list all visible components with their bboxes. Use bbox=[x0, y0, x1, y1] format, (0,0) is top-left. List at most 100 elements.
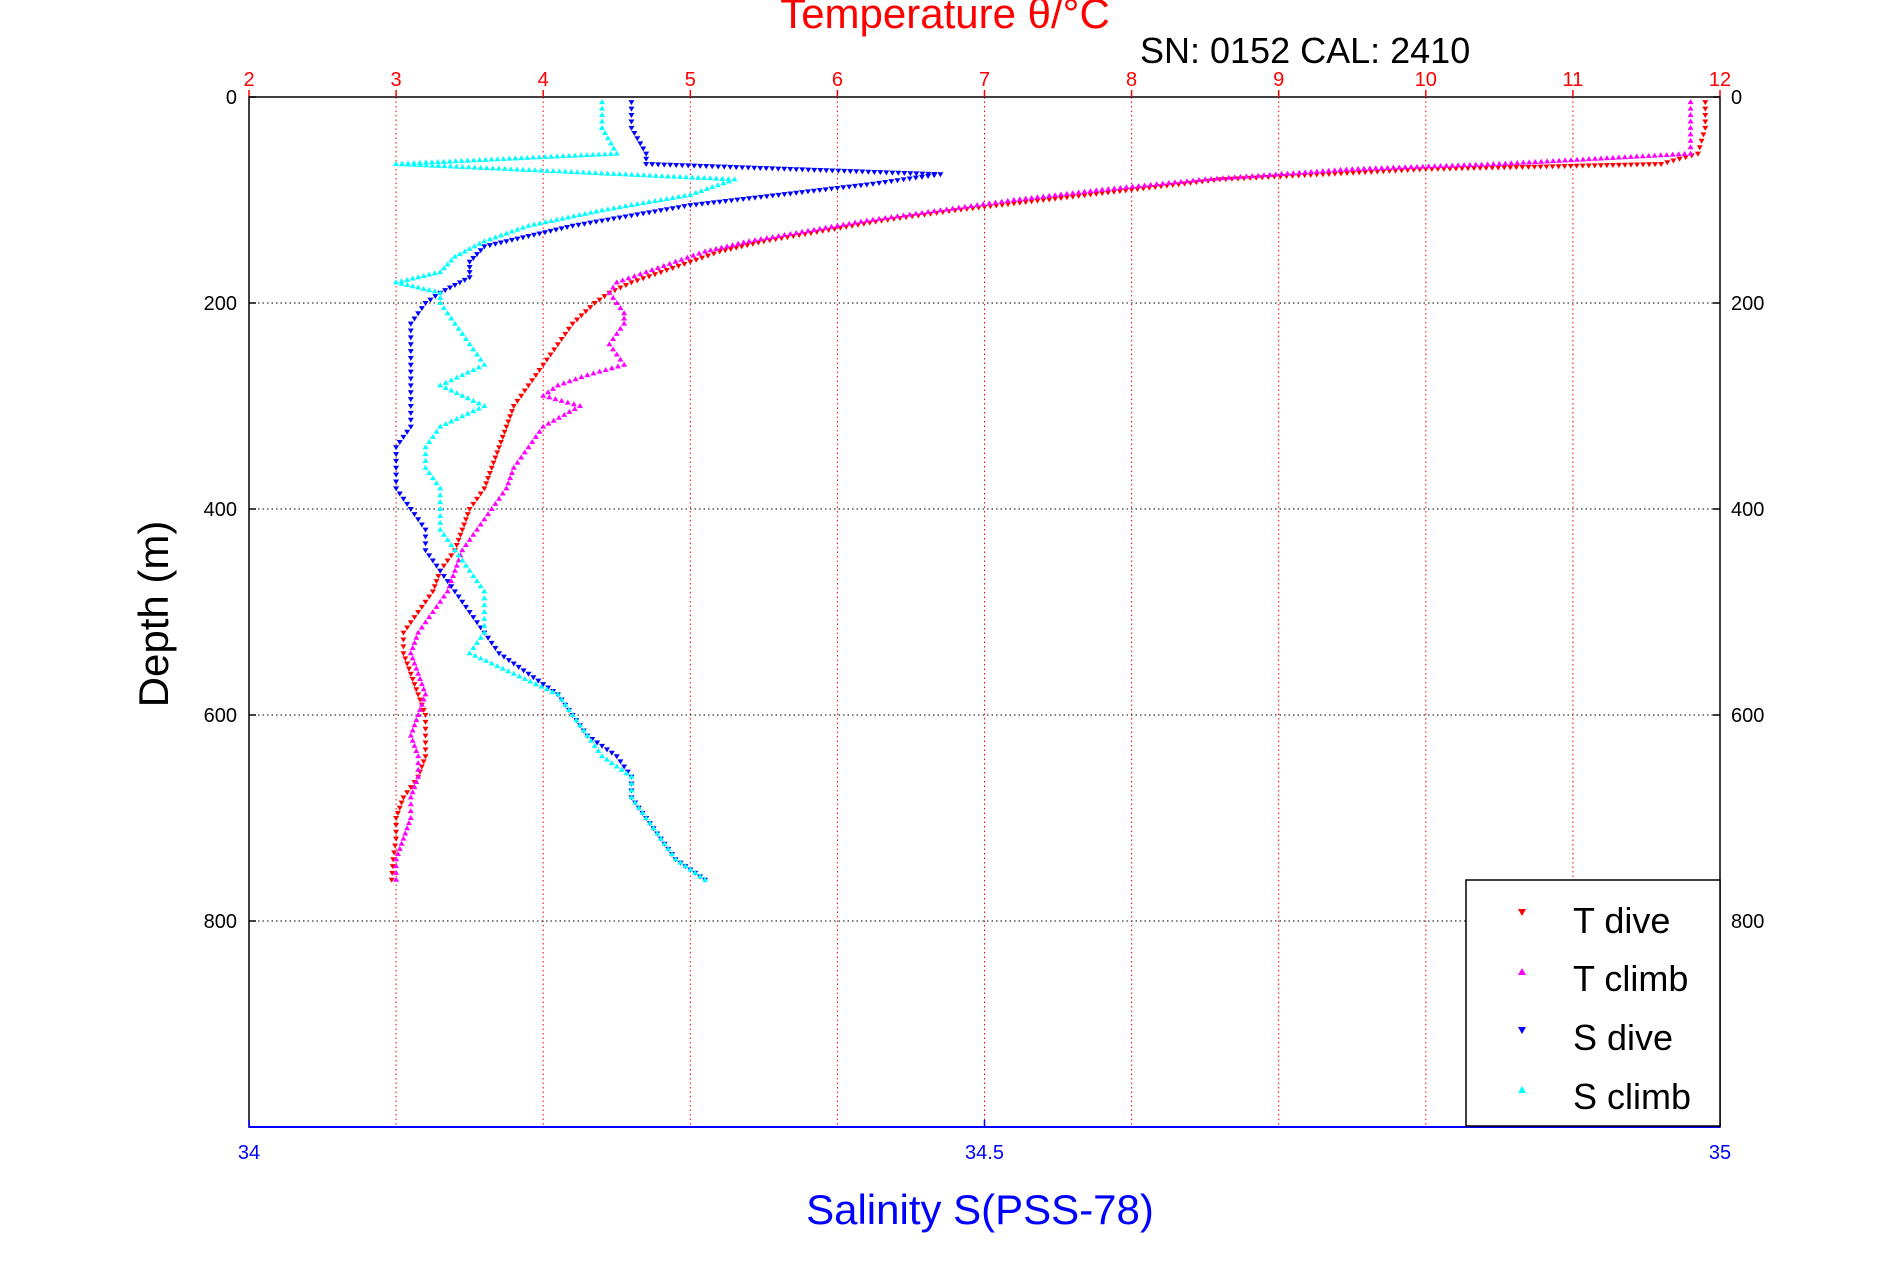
data-point bbox=[415, 610, 422, 615]
data-point bbox=[393, 458, 400, 464]
data-point bbox=[444, 579, 451, 585]
data-point bbox=[1627, 162, 1634, 168]
data-point bbox=[501, 165, 508, 171]
data-point bbox=[608, 750, 615, 756]
data-point bbox=[687, 203, 694, 209]
data-point bbox=[390, 857, 397, 863]
data-point bbox=[804, 189, 811, 195]
data-point bbox=[497, 232, 504, 238]
data-point bbox=[1609, 154, 1616, 160]
data-point bbox=[455, 537, 462, 543]
data-point bbox=[669, 206, 676, 212]
data-point bbox=[654, 830, 661, 836]
data-point bbox=[621, 310, 628, 316]
data-point bbox=[613, 300, 620, 305]
data-point bbox=[1081, 193, 1088, 199]
data-point bbox=[1004, 197, 1011, 203]
data-point bbox=[1459, 166, 1466, 172]
data-point bbox=[1446, 166, 1453, 172]
data-point bbox=[466, 341, 473, 347]
data-point bbox=[1338, 171, 1345, 177]
data-point bbox=[793, 167, 800, 173]
data-point bbox=[519, 166, 526, 172]
data-point bbox=[516, 673, 523, 679]
data-point bbox=[1046, 192, 1053, 198]
data-point bbox=[1052, 196, 1059, 202]
data-point bbox=[735, 240, 742, 246]
data-point bbox=[1022, 195, 1029, 201]
data-point bbox=[413, 634, 420, 640]
data-point bbox=[793, 229, 800, 235]
data-point bbox=[417, 706, 424, 712]
data-point bbox=[781, 192, 788, 198]
data-point bbox=[943, 206, 950, 212]
data-point bbox=[746, 196, 753, 202]
data-point bbox=[558, 337, 565, 343]
temperature-tick-label: 4 bbox=[538, 69, 549, 91]
legend-marker-t-dive bbox=[1518, 909, 1526, 916]
data-point bbox=[459, 413, 466, 419]
data-point bbox=[409, 283, 416, 289]
data-point bbox=[462, 336, 469, 342]
data-point bbox=[621, 361, 628, 367]
data-point bbox=[703, 164, 710, 170]
data-point bbox=[459, 527, 466, 533]
data-point bbox=[433, 480, 440, 486]
data-point bbox=[1543, 164, 1550, 170]
data-point bbox=[628, 119, 635, 125]
data-point bbox=[427, 297, 434, 303]
data-point bbox=[442, 384, 449, 390]
data-point bbox=[739, 165, 746, 171]
data-point bbox=[1099, 186, 1106, 192]
data-point bbox=[729, 242, 736, 248]
data-point bbox=[707, 175, 714, 181]
data-point bbox=[426, 469, 433, 475]
data-point bbox=[1361, 165, 1368, 171]
data-point bbox=[847, 169, 854, 175]
data-point bbox=[666, 260, 673, 266]
data-point bbox=[775, 166, 782, 172]
data-point bbox=[980, 201, 987, 207]
data-point bbox=[444, 261, 451, 267]
data-point bbox=[1034, 198, 1041, 204]
data-point bbox=[617, 285, 624, 291]
data-point bbox=[477, 248, 484, 254]
data-point bbox=[663, 195, 670, 201]
data-point bbox=[721, 164, 728, 170]
data-point bbox=[594, 740, 601, 746]
data-point bbox=[650, 825, 657, 831]
data-point bbox=[1621, 162, 1628, 168]
data-point bbox=[610, 145, 617, 151]
data-point bbox=[699, 255, 706, 261]
data-point bbox=[604, 217, 611, 223]
data-point bbox=[422, 301, 429, 306]
data-point bbox=[393, 856, 400, 862]
data-point bbox=[589, 151, 596, 157]
data-point bbox=[510, 670, 517, 676]
data-point bbox=[404, 790, 411, 796]
data-point bbox=[483, 657, 490, 663]
data-point bbox=[392, 843, 399, 849]
data-point bbox=[1419, 163, 1426, 169]
data-point bbox=[407, 349, 414, 355]
data-point bbox=[1700, 132, 1707, 138]
data-point bbox=[407, 815, 414, 820]
data-point bbox=[1526, 159, 1533, 165]
data-point bbox=[396, 845, 403, 851]
data-point bbox=[400, 651, 407, 657]
series-s-climb bbox=[393, 99, 738, 882]
data-point bbox=[1140, 186, 1147, 192]
data-point bbox=[643, 269, 650, 275]
data-point bbox=[1402, 164, 1409, 170]
data-point bbox=[1237, 173, 1244, 179]
data-point bbox=[668, 851, 675, 857]
data-point bbox=[805, 167, 812, 173]
data-point bbox=[415, 766, 422, 772]
data-point bbox=[657, 270, 664, 276]
data-point bbox=[556, 168, 563, 174]
data-point bbox=[581, 221, 588, 227]
data-point bbox=[1362, 170, 1369, 176]
data-point bbox=[437, 269, 444, 275]
data-point bbox=[1597, 163, 1604, 169]
data-point bbox=[407, 342, 414, 348]
